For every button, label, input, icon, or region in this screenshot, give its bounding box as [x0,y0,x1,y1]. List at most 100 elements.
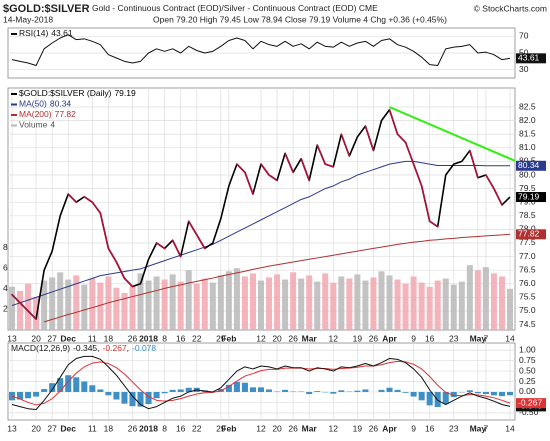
x-tick-label: Dec [60,423,76,433]
volume-bar [467,265,473,330]
volume-bar [370,277,376,330]
volume-bar [129,286,135,330]
legend-sep: , [127,343,129,353]
x-tick-label: 16 [176,423,186,433]
legend-entry: RSI(14)43.61 [19,28,73,38]
x-tick-label: 11 [88,423,97,433]
legend-value: 4 [50,120,55,130]
histogram-bar [354,391,360,392]
legend-value: 80.34 [50,99,72,109]
x-tick-label: 12 [329,333,339,343]
x-tick-label: 23 [449,423,459,433]
y-tick-label: 82.0 [519,115,536,125]
volume-bar [49,277,55,330]
volume-bar [218,275,224,330]
histogram-bar [362,389,368,392]
x-tick-label: 20 [272,333,282,343]
y-tick-label: 77.0 [519,251,536,261]
y2-tick-label: 6 [3,262,8,272]
volume-bar [499,276,505,330]
volume-bar [202,279,208,330]
x-tick-label: 8 [162,333,167,343]
volume-bar [427,287,433,330]
histogram-bar [89,385,95,392]
histogram-bar [9,392,15,400]
x-tick-label: 13 [7,333,17,343]
histogram-bar [378,390,384,392]
volume-bar [266,277,272,330]
x-tick-label: 22 [192,423,202,433]
x-tick-label: 26 [128,333,138,343]
legend-entry: $GOLD:$SILVER (Daily)79.19 [19,88,136,98]
volume-bar [17,291,23,330]
volume-bar [507,289,513,330]
histogram-bar [387,388,393,392]
histogram-bar [491,392,497,395]
histogram-bar [483,392,489,394]
legend-name: MA(50) [19,99,47,109]
x-tick-label: 27 [47,423,57,433]
histogram-bar [467,390,473,392]
x-tick-label: 26 [288,423,298,433]
y-tick-label: 0.25 [519,376,536,386]
volume-bar [322,273,328,330]
y-tick-label: 76.0 [519,278,536,288]
legend-value: -0.267 [103,343,127,353]
volume-bar [210,283,216,330]
x-tick-label: 26 [369,333,379,343]
volume-bar [378,271,384,330]
x-tick-label: 19 [353,423,363,433]
x-tick-label: 12 [329,423,339,433]
histogram-bar [170,390,176,392]
volume-bar [443,279,449,330]
histogram-bar [507,392,513,395]
last-value-label: 80.34 [518,160,540,170]
description: Gold - Continuous Contract (EOD)/Silver … [92,3,357,13]
x-tick-label: 16 [425,333,435,343]
volume-bar [298,279,304,330]
legend-value: -0.078 [132,343,156,353]
histogram-bar [250,387,256,392]
y-tick-label: 0.50 [519,365,536,375]
histogram-bar [258,387,264,392]
histogram-bar [178,389,184,392]
x-tick-label: 13 [7,423,17,433]
histogram-bar [499,392,505,396]
volume-bar [234,268,240,330]
volume-bar [395,280,401,330]
x-tick-label: Apr [382,423,397,433]
y-tick-label: 76.5 [519,264,536,274]
histogram-bar [113,392,119,400]
x-tick-label: 20 [272,423,282,433]
histogram-bar [435,392,441,407]
volume-bar [250,273,256,330]
volume-bar [338,276,344,330]
x-tick-label: 12 [256,423,266,433]
histogram-bar [105,392,111,395]
y-tick-label: 0.75 [519,355,536,365]
x-tick-label: 20 [31,333,41,343]
volume-bar [346,279,352,330]
legend-name: Volume [19,120,48,130]
x-tick-label: 18 [104,423,114,433]
y2-tick-label: 2 [3,304,8,314]
histogram-bar [25,392,31,398]
histogram-bar [411,392,417,397]
histogram-bar [403,392,409,393]
x-tick-label: 26 [128,423,138,433]
credit: © StockCharts.com [474,3,547,13]
volume-bar [194,284,200,330]
volume-bar [419,283,425,330]
volume-bar [9,287,15,330]
histogram-bar [314,391,320,392]
legend-value: 79.19 [114,88,136,98]
volume-bar [483,267,489,330]
x-tick-label: 22 [192,333,202,343]
volume-bar [25,284,31,330]
last-value-label: -0.267 [518,397,542,407]
last-value-label: 79.19 [518,191,540,201]
x-tick-label: Mar [302,333,318,343]
histogram-bar [427,392,433,405]
y-tick-label: 75.0 [519,305,536,315]
last-value-label: 77.82 [518,229,540,239]
